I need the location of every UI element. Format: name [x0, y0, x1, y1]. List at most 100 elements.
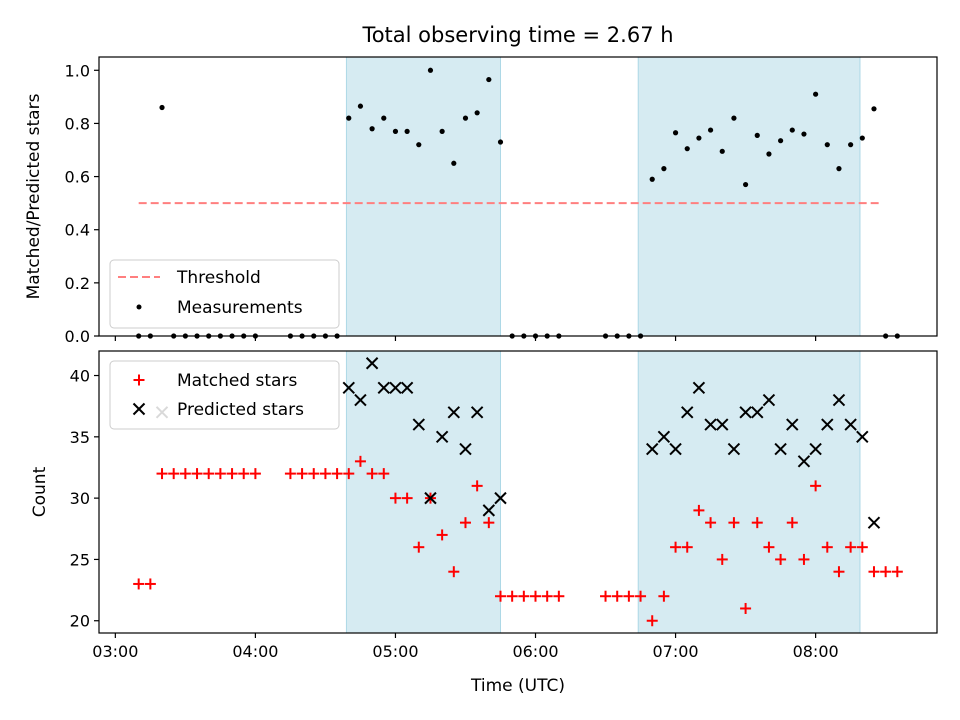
- measurement-point: [462, 115, 469, 121]
- matched-star-point: [378, 468, 390, 480]
- matched-star-point: [693, 504, 705, 516]
- matched-star-point: [763, 541, 775, 553]
- bottom-shaded-intervals: [345, 350, 861, 634]
- predicted-star-point: [786, 418, 799, 431]
- bottom-y-ticks: 20 25 30 35 40: [70, 367, 99, 631]
- matched-star-point: [191, 468, 203, 480]
- matched-star-point: [646, 615, 658, 627]
- measurement-point: [497, 139, 504, 145]
- measurement-point: [789, 127, 795, 133]
- matched-star-point: [331, 468, 343, 480]
- xtick-label: 07:00: [653, 642, 699, 661]
- x-axis-label: Time (UTC): [470, 676, 565, 696]
- matched-star-point: [354, 455, 366, 467]
- predicted-star-point: [646, 442, 659, 456]
- matched-star-point: [144, 578, 156, 590]
- matched-star-point: [343, 468, 355, 480]
- legend-matched-marker: [133, 374, 145, 386]
- matched-star-point: [226, 468, 238, 480]
- matched-star-point: [635, 590, 647, 602]
- bottom-panel: 20 25 30 35 40 03:00 04:00 05:00 06:00 07:00 08:0…: [30, 350, 938, 696]
- matched-star-point: [600, 590, 612, 602]
- predicted-star-point: [412, 418, 426, 431]
- predicted-star-points: [155, 357, 881, 529]
- matched-star-point: [716, 553, 728, 565]
- xtick-label: 06:00: [512, 642, 558, 661]
- predicted-star-point: [809, 442, 822, 456]
- matched-star-point: [319, 468, 331, 480]
- bottom-x-ticks: 03:00 04:00 05:00 06:00 07:00 08:00: [92, 633, 839, 661]
- measurement-point: [719, 148, 725, 154]
- matched-star-point: [681, 541, 693, 553]
- matched-star-point: [494, 590, 506, 602]
- matched-star-point: [810, 480, 822, 492]
- matched-star-point: [284, 468, 296, 480]
- matched-star-point: [203, 468, 215, 480]
- legend-matched-label: Matched stars: [177, 371, 297, 391]
- measurement-point: [369, 126, 375, 132]
- matched-star-point: [448, 566, 460, 578]
- predicted-star-point: [354, 393, 367, 407]
- legend-predicted-swatch: [132, 402, 146, 416]
- matched-star-point: [133, 578, 145, 590]
- predicted-star-point: [832, 393, 846, 407]
- matched-star-point: [868, 566, 880, 578]
- legend-matched-swatch: [133, 374, 145, 386]
- matched-star-point: [249, 468, 261, 480]
- matched-star-point: [798, 553, 810, 565]
- measurement-point: [824, 142, 830, 148]
- matched-star-point: [705, 517, 717, 529]
- matched-star-point: [658, 590, 670, 602]
- measurement-point: [684, 146, 690, 152]
- predicted-star-point: [365, 357, 379, 370]
- top-y-ticks: 0.0 0.2 0.4 0.6 0.8 1.0: [65, 61, 99, 346]
- matched-star-point: [436, 529, 448, 541]
- measurement-point: [754, 132, 760, 138]
- measurement-point: [159, 104, 165, 111]
- predicted-star-point: [762, 393, 776, 407]
- predicted-star-point: [751, 406, 764, 419]
- measurement-point: [696, 135, 702, 141]
- measurement-point: [486, 76, 492, 83]
- matched-star-point: [518, 590, 530, 602]
- chart-title: Total observing time = 2.67 h: [361, 23, 673, 47]
- measurement-points: [136, 67, 900, 339]
- predicted-star-point: [739, 406, 752, 419]
- matched-star-point: [845, 541, 857, 553]
- matched-star-point: [670, 541, 682, 553]
- measurement-point: [474, 110, 480, 116]
- predicted-star-point: [669, 442, 682, 456]
- matched-star-point: [740, 602, 752, 614]
- bottom-ytick-label: 30: [70, 489, 90, 508]
- predicted-star-point: [377, 381, 390, 394]
- top-legend-box: [109, 259, 340, 329]
- measurement-point: [416, 142, 422, 148]
- top-axes-frame: [98, 56, 938, 337]
- predicted-star-point: [821, 418, 834, 431]
- bottom-ytick-label: 20: [70, 612, 90, 631]
- top-shade-1: [637, 56, 861, 337]
- measurement-point: [661, 166, 667, 172]
- matched-star-point: [296, 468, 308, 480]
- bottom-axes-frame: [98, 350, 938, 634]
- matched-star-point: [728, 517, 740, 529]
- matched-star-point: [786, 517, 798, 529]
- measurement-point: [871, 106, 877, 112]
- measurement-point: [451, 160, 457, 166]
- bottom-legend: Matched stars Predicted stars: [109, 360, 340, 430]
- measurement-point: [427, 67, 434, 73]
- legend-measurements-label: Measurements: [177, 298, 303, 318]
- top-ytick-label: 0.8: [65, 114, 90, 133]
- matched-star-point: [401, 492, 413, 504]
- matched-star-point: [413, 541, 425, 553]
- matched-star-point: [156, 468, 168, 480]
- predicted-star-point: [716, 418, 729, 431]
- xtick-label: 08:00: [793, 642, 839, 661]
- predicted-star-point: [389, 381, 402, 394]
- matched-star-point: [833, 566, 845, 578]
- measurement-point: [672, 130, 679, 136]
- predicted-star-point: [797, 455, 811, 468]
- measurement-point: [859, 135, 865, 141]
- matched-star-point: [623, 590, 635, 602]
- top-legend: Threshold Measurements: [109, 259, 340, 329]
